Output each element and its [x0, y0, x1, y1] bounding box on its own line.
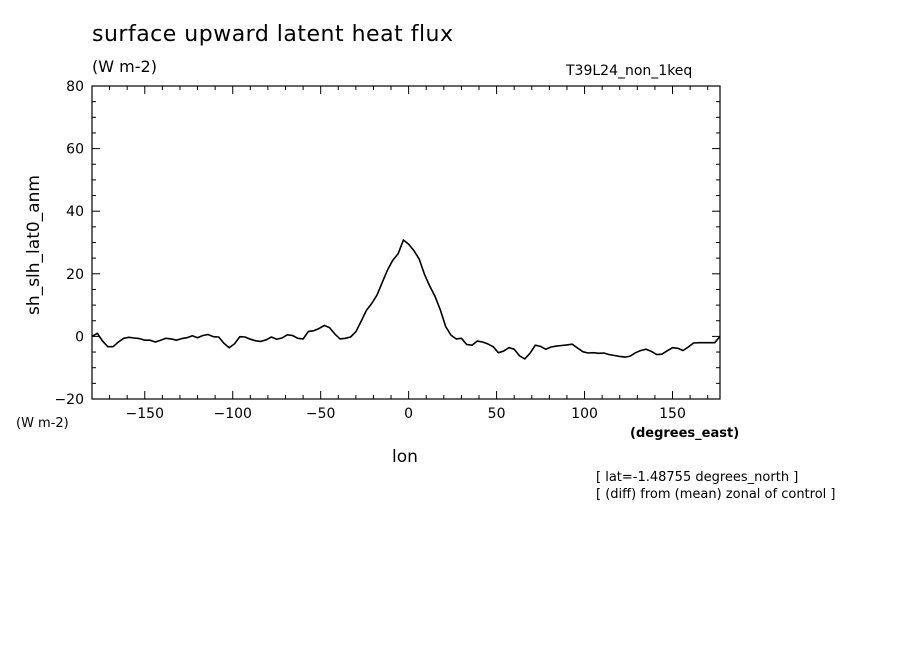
chart-units: (W m-2) — [92, 57, 157, 76]
y-tick-label: 20 — [66, 267, 84, 283]
y-tick-label: 60 — [66, 142, 84, 158]
y-tick-label: 40 — [66, 204, 84, 220]
x-tick-label: 50 — [488, 406, 506, 422]
x-axis-label: lon — [392, 447, 418, 467]
x-tick-label: −150 — [126, 406, 164, 422]
y-tick-label: 80 — [66, 79, 84, 95]
x-tick-label: 0 — [404, 406, 413, 422]
y-tick-label: 0 — [75, 329, 84, 345]
x-tick-label: −100 — [214, 406, 252, 422]
axis-ticks — [92, 86, 720, 399]
note-latitude: [ lat=-1.48755 degrees_north ] — [596, 470, 799, 485]
chart-title: surface upward latent heat flux — [92, 22, 454, 47]
note-difference: [ (diff) from (mean) zonal of control ] — [596, 487, 836, 502]
series-line — [91, 239, 721, 360]
x-tick-label: 100 — [571, 406, 598, 422]
y-tick-label: −20 — [54, 392, 84, 408]
y-axis-units: (W m-2) — [16, 416, 69, 431]
x-tick-label: 150 — [659, 406, 686, 422]
x-tick-label: −50 — [306, 406, 336, 422]
tick-labels: −150 −100 −50 0 50 100 150 −20 0 20 40 60 80 — [54, 79, 685, 422]
experiment-label: T39L24_non_1keq — [566, 63, 693, 79]
x-axis-units: (degrees_east) — [630, 426, 740, 441]
